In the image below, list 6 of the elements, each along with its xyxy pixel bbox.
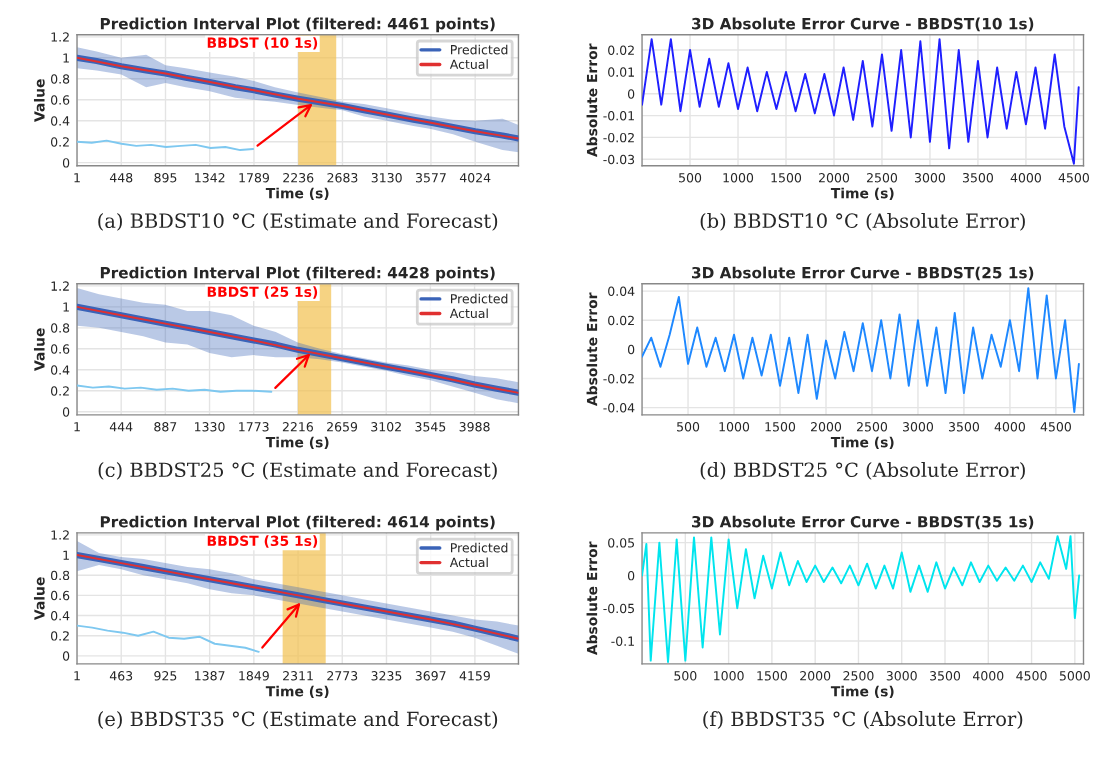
text: (f) BBDST35 °C (Absolute Error) [703, 711, 1023, 729]
text: (b) BBDST10 °C (Absolute Error) [700, 213, 1025, 231]
text: (e) BBDST35 °C (Estimate and Forecast) [98, 711, 498, 729]
text: (a) BBDST10 °C (Estimate and Forecast) [98, 213, 498, 231]
text: (c) BBDST25 °C (Estimate and Forecast) [98, 462, 497, 480]
text: (d) BBDST25 °C (Absolute Error) [700, 462, 1025, 480]
